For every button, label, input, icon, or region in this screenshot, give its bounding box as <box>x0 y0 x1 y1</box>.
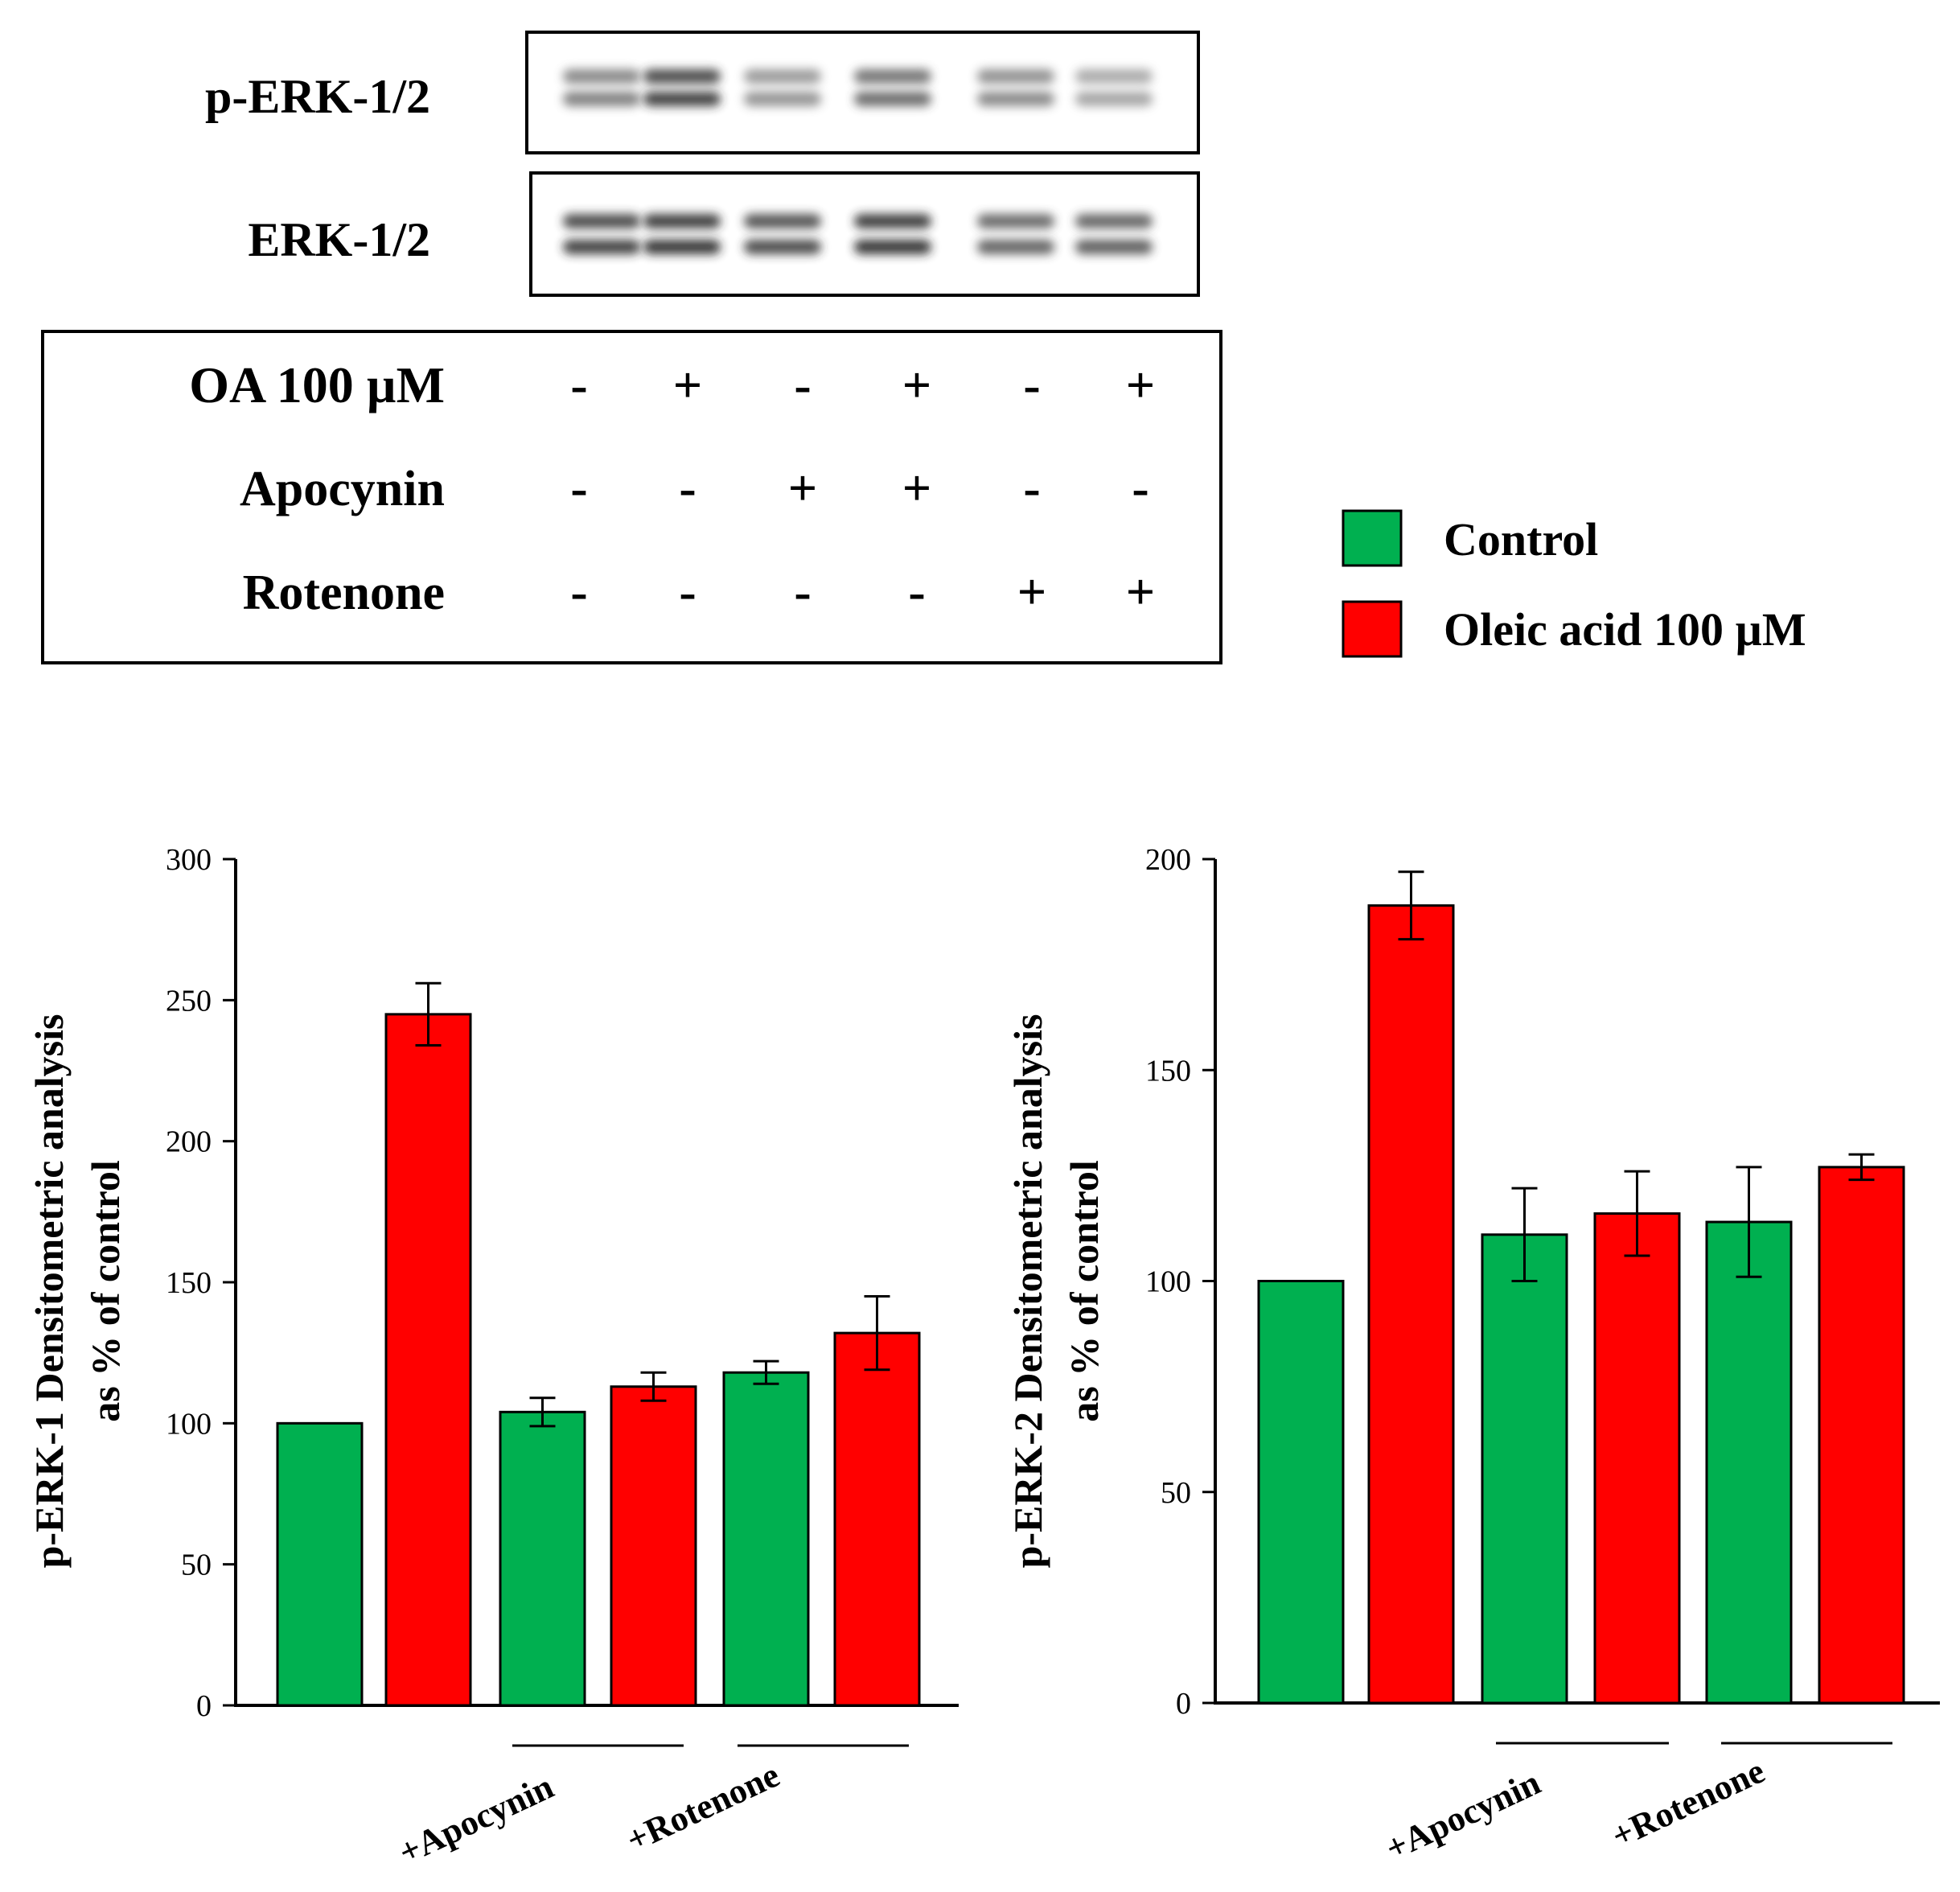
chart-p-erk-2: p-ERK-2 Densitometric analysis as % of c… <box>1005 843 1940 1869</box>
blot-band <box>643 240 721 254</box>
treatment-value: + <box>788 459 817 516</box>
y-tick-label: 50 <box>1161 1476 1191 1510</box>
treatment-value: - <box>570 356 587 413</box>
treatment-value: - <box>794 563 811 620</box>
treatment-value: + <box>1017 563 1046 620</box>
treatment-table: OA 100 µM Apocynin Rotenone - + - + - + - - + + -… <box>41 330 1222 664</box>
bar <box>1257 1280 1345 1705</box>
y-tick-label: 150 <box>166 1266 212 1300</box>
legend-label-control: Control <box>1444 513 1598 566</box>
legend-swatch-control <box>1342 509 1403 567</box>
treatment-value: - <box>679 459 696 516</box>
group-label-apocynin: +Apocynin <box>1379 1762 1546 1868</box>
blot-band <box>1075 240 1153 254</box>
bar <box>1593 1212 1681 1705</box>
blot-band <box>854 214 931 228</box>
treatment-value: + <box>673 356 702 413</box>
treatment-row-values: - - - - + + <box>570 563 1155 620</box>
western-blot: p-ERK-1/2 ERK-1/2 <box>205 31 1200 297</box>
y-axis-title-line1: p-ERK-2 Densitometric analysis <box>1005 1014 1050 1569</box>
blot-band <box>744 214 821 228</box>
blot-band <box>977 240 1054 254</box>
treatment-value: - <box>1132 459 1148 516</box>
y-tick-label: 0 <box>1176 1687 1191 1721</box>
blot-band <box>977 214 1054 228</box>
blot-band <box>1075 92 1153 106</box>
bar <box>384 1013 472 1707</box>
blot-band <box>1075 69 1153 84</box>
blot-box <box>529 171 1200 297</box>
blot-band <box>563 214 640 228</box>
y-axis-title-line2: as % of control <box>83 1160 128 1422</box>
y-tick-label: 150 <box>1145 1054 1191 1088</box>
y-tick-label: 100 <box>1145 1265 1191 1299</box>
group-label-rotenone: +Rotenone <box>620 1755 785 1860</box>
bar <box>722 1371 810 1707</box>
blot-band <box>854 240 931 254</box>
blot-band <box>563 69 640 84</box>
treatment-value: - <box>570 459 587 516</box>
treatment-value: - <box>1023 356 1040 413</box>
y-tick-label: 100 <box>166 1407 212 1441</box>
blot-band <box>643 69 721 84</box>
blot-band <box>744 92 821 106</box>
y-tick-label: 250 <box>166 984 212 1018</box>
legend-swatch-oleic-acid <box>1342 600 1403 658</box>
bar <box>610 1385 697 1707</box>
treatment-label: Apocynin <box>240 462 445 516</box>
treatment-value: + <box>1126 356 1155 413</box>
bar <box>1367 904 1455 1705</box>
y-tick-label: 200 <box>166 1125 212 1159</box>
chart-p-erk-1: p-ERK-1 Densitometric analysis as % of c… <box>27 843 959 1873</box>
blot-band <box>854 69 931 84</box>
blot-band <box>744 69 821 84</box>
blot-band <box>643 92 721 106</box>
legend: Control Oleic acid 100 µM <box>1342 509 1806 658</box>
blot-band <box>1075 214 1153 228</box>
treatment-value: - <box>1023 459 1040 516</box>
treatment-table-frame <box>41 330 1222 664</box>
treatment-value: + <box>902 356 931 413</box>
y-tick-label: 300 <box>166 843 212 877</box>
group-label-apocynin: +Apocynin <box>392 1767 559 1872</box>
y-tick-label: 50 <box>181 1549 212 1582</box>
blot-band <box>563 240 640 254</box>
y-tick-label: 0 <box>196 1689 212 1723</box>
y-tick-label: 200 <box>1145 843 1191 877</box>
blot-bands <box>563 214 1153 254</box>
bar <box>1705 1220 1793 1705</box>
blot-row-label: ERK-1/2 <box>248 213 430 266</box>
group-label-rotenone: +Rotenone <box>1605 1751 1770 1856</box>
treatment-value: + <box>902 459 931 516</box>
bar <box>276 1421 364 1707</box>
treatment-label: OA 100 µM <box>189 356 445 413</box>
bar <box>499 1410 586 1707</box>
plot-area: 0 50 100 150 200 250 300 <box>166 843 959 1747</box>
blot-band <box>977 92 1054 106</box>
blot-band <box>854 92 931 106</box>
legend-label-oleic-acid: Oleic acid 100 µM <box>1444 603 1806 656</box>
bar <box>833 1331 921 1707</box>
treatment-row-values: - + - + - + <box>570 356 1155 413</box>
treatment-value: - <box>908 563 925 620</box>
treatment-value: - <box>679 563 696 620</box>
treatment-row-values: - - + + - - <box>570 459 1148 516</box>
blot-bands <box>563 69 1153 106</box>
treatment-label: Rotenone <box>243 566 445 620</box>
treatment-value: + <box>1126 563 1155 620</box>
y-axis-title-line2: as % of control <box>1062 1160 1107 1422</box>
bar <box>1818 1166 1905 1705</box>
bar <box>1481 1233 1568 1705</box>
treatment-value: - <box>794 356 811 413</box>
blot-band <box>563 92 640 106</box>
y-axis-title-line1: p-ERK-1 Densitometric analysis <box>27 1014 72 1569</box>
blot-row-label: p-ERK-1/2 <box>205 70 430 123</box>
blot-band <box>744 240 821 254</box>
plot-area: 0 50 100 150 200 <box>1145 843 1940 1745</box>
blot-band <box>643 214 721 228</box>
treatment-value: - <box>570 563 587 620</box>
blot-band <box>977 69 1054 84</box>
